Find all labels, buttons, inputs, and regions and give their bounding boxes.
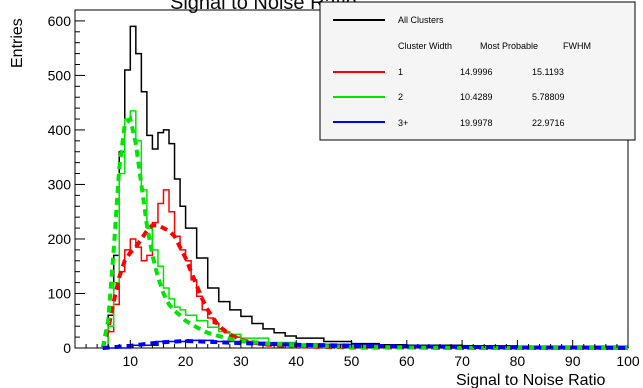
x-tick-label-30: 30: [233, 353, 249, 369]
y-tick-label-600: 600: [48, 13, 72, 29]
y-tick-label-100: 100: [48, 285, 72, 301]
legend-row-2-mp: 10.4289: [460, 92, 493, 102]
x-tick-label-90: 90: [565, 353, 581, 369]
y-tick-label-400: 400: [48, 122, 72, 138]
fit-curve-1: [100, 115, 628, 350]
legend: All Clusters Cluster Width Most Probable…: [319, 1, 636, 141]
x-axis-label: Signal to Noise Ratio: [456, 372, 606, 388]
x-tick-label-100: 100: [616, 353, 640, 369]
legend-col-fwhm: FWHM: [563, 41, 591, 51]
legend-row-1-mp: 14.9996: [460, 67, 493, 77]
chart-title: Signal to Noise Ratio: [170, 0, 357, 14]
legend-col-cluster-width: Cluster Width: [398, 41, 452, 51]
y-axis: 0 100 200 300 400 500 600: [48, 13, 85, 356]
fit-curve-0: [100, 223, 628, 350]
y-tick-label-0: 0: [63, 340, 71, 356]
legend-row-2-label: 2: [398, 92, 403, 102]
x-axis: 10 20 30 40 50 60 70 80 90 100: [85, 340, 640, 369]
legend-row-3plus-mp: 19.9978: [460, 118, 493, 128]
x-tick-label-70: 70: [454, 353, 470, 369]
legend-row-3plus-label: 3+: [398, 118, 408, 128]
legend-row-2-fwhm: 5.78809: [532, 92, 565, 102]
x-tick-label-50: 50: [344, 353, 360, 369]
legend-label-all-clusters: All Clusters: [398, 15, 444, 25]
x-tick-label-80: 80: [510, 353, 526, 369]
legend-col-most-probable: Most Probable: [480, 41, 538, 51]
y-axis-label: Entries: [9, 18, 26, 68]
legend-row-1-label: 1: [398, 67, 403, 77]
y-tick-label-500: 500: [48, 67, 72, 83]
x-tick-label-10: 10: [123, 353, 139, 369]
x-tick-label-60: 60: [399, 353, 415, 369]
x-tick-label-20: 20: [178, 353, 194, 369]
y-tick-label-200: 200: [48, 231, 72, 247]
legend-row-3plus-fwhm: 22.9716: [532, 118, 565, 128]
x-tick-label-40: 40: [288, 353, 304, 369]
legend-row-1-fwhm: 15.1193: [532, 67, 564, 77]
y-tick-label-300: 300: [48, 176, 72, 192]
